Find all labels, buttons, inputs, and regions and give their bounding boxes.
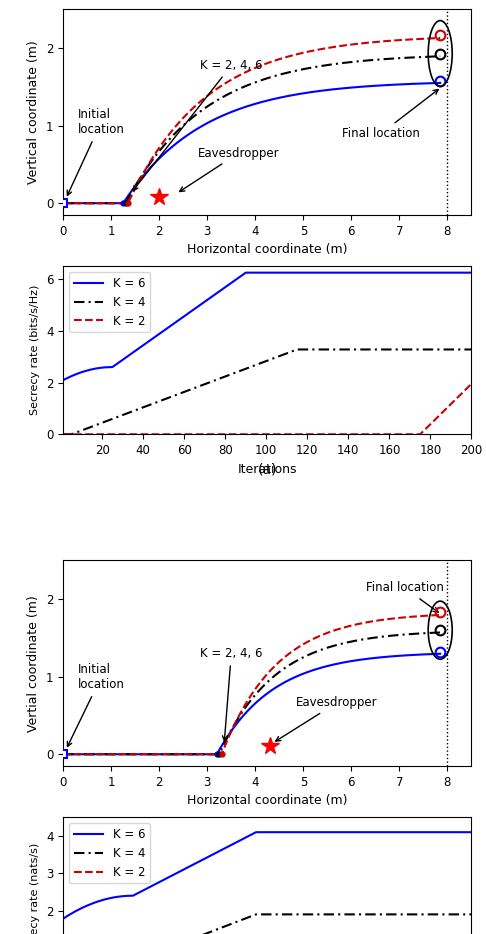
K = 4 <box>169 391 175 403</box>
K = 6 <box>450 827 456 838</box>
Legend: K = 6, K = 4, K = 2: K = 6, K = 4, K = 2 <box>69 823 150 884</box>
K = 6 <box>450 267 456 278</box>
K = 4 <box>60 429 66 440</box>
Y-axis label: Vertial coordinate (m): Vertial coordinate (m) <box>27 595 40 731</box>
Line: K = 4: K = 4 <box>63 914 471 934</box>
Text: (a): (a) <box>258 462 277 476</box>
K = 2 <box>169 429 175 440</box>
K = 6 <box>136 887 142 899</box>
K = 2 <box>469 378 474 389</box>
K = 6 <box>469 267 474 278</box>
K = 6 <box>169 870 175 881</box>
Text: K = 2, 4, 6: K = 2, 4, 6 <box>133 59 262 191</box>
Line: K = 6: K = 6 <box>63 832 471 919</box>
K = 4 <box>469 909 474 920</box>
Text: Initial
location: Initial location <box>68 663 124 746</box>
Line: K = 2: K = 2 <box>63 384 471 434</box>
Y-axis label: Secrecy rate (nats/s): Secrecy rate (nats/s) <box>31 843 40 934</box>
K = 6 <box>469 827 474 838</box>
K = 6 <box>77 367 83 378</box>
K = 4 <box>85 422 91 433</box>
K = 6 <box>85 899 91 911</box>
Legend: K = 6, K = 4, K = 2: K = 6, K = 4, K = 2 <box>69 272 150 333</box>
K = 2 <box>434 413 439 424</box>
K = 2 <box>77 429 83 440</box>
X-axis label: Iterations: Iterations <box>238 462 297 475</box>
Text: Final location: Final location <box>366 582 444 612</box>
K = 4 <box>136 403 142 415</box>
Line: K = 4: K = 4 <box>63 349 471 434</box>
K = 6 <box>435 827 441 838</box>
K = 6 <box>169 319 175 331</box>
K = 2 <box>60 429 66 440</box>
K = 6 <box>60 375 66 386</box>
K = 6 <box>136 343 142 354</box>
K = 2 <box>85 429 91 440</box>
K = 6 <box>60 913 66 925</box>
K = 4 <box>253 909 259 920</box>
K = 6 <box>243 267 249 278</box>
X-axis label: Horizontal coordinate (m): Horizontal coordinate (m) <box>187 243 347 256</box>
Line: K = 6: K = 6 <box>63 273 471 380</box>
K = 4 <box>450 344 456 355</box>
X-axis label: Horizontal coordinate (m): Horizontal coordinate (m) <box>187 794 347 807</box>
K = 6 <box>77 903 83 914</box>
K = 4 <box>294 344 300 355</box>
K = 2 <box>448 399 454 410</box>
K = 6 <box>435 267 441 278</box>
K = 4 <box>435 909 441 920</box>
Text: Eavesdropper: Eavesdropper <box>180 147 279 191</box>
Text: K = 2, 4, 6: K = 2, 4, 6 <box>200 647 262 741</box>
K = 6 <box>253 827 259 838</box>
Text: Initial
location: Initial location <box>67 108 124 195</box>
Y-axis label: Secrecy rate (bits/s/Hz): Secrecy rate (bits/s/Hz) <box>31 285 40 416</box>
Text: Final location: Final location <box>342 90 438 140</box>
K = 4 <box>469 344 474 355</box>
K = 4 <box>450 909 456 920</box>
K = 4 <box>435 344 441 355</box>
K = 2 <box>136 429 142 440</box>
K = 4 <box>77 426 83 437</box>
K = 6 <box>85 365 91 376</box>
Text: Eavesdropper: Eavesdropper <box>276 696 378 741</box>
Y-axis label: Vertical coordinate (m): Vertical coordinate (m) <box>27 40 40 184</box>
